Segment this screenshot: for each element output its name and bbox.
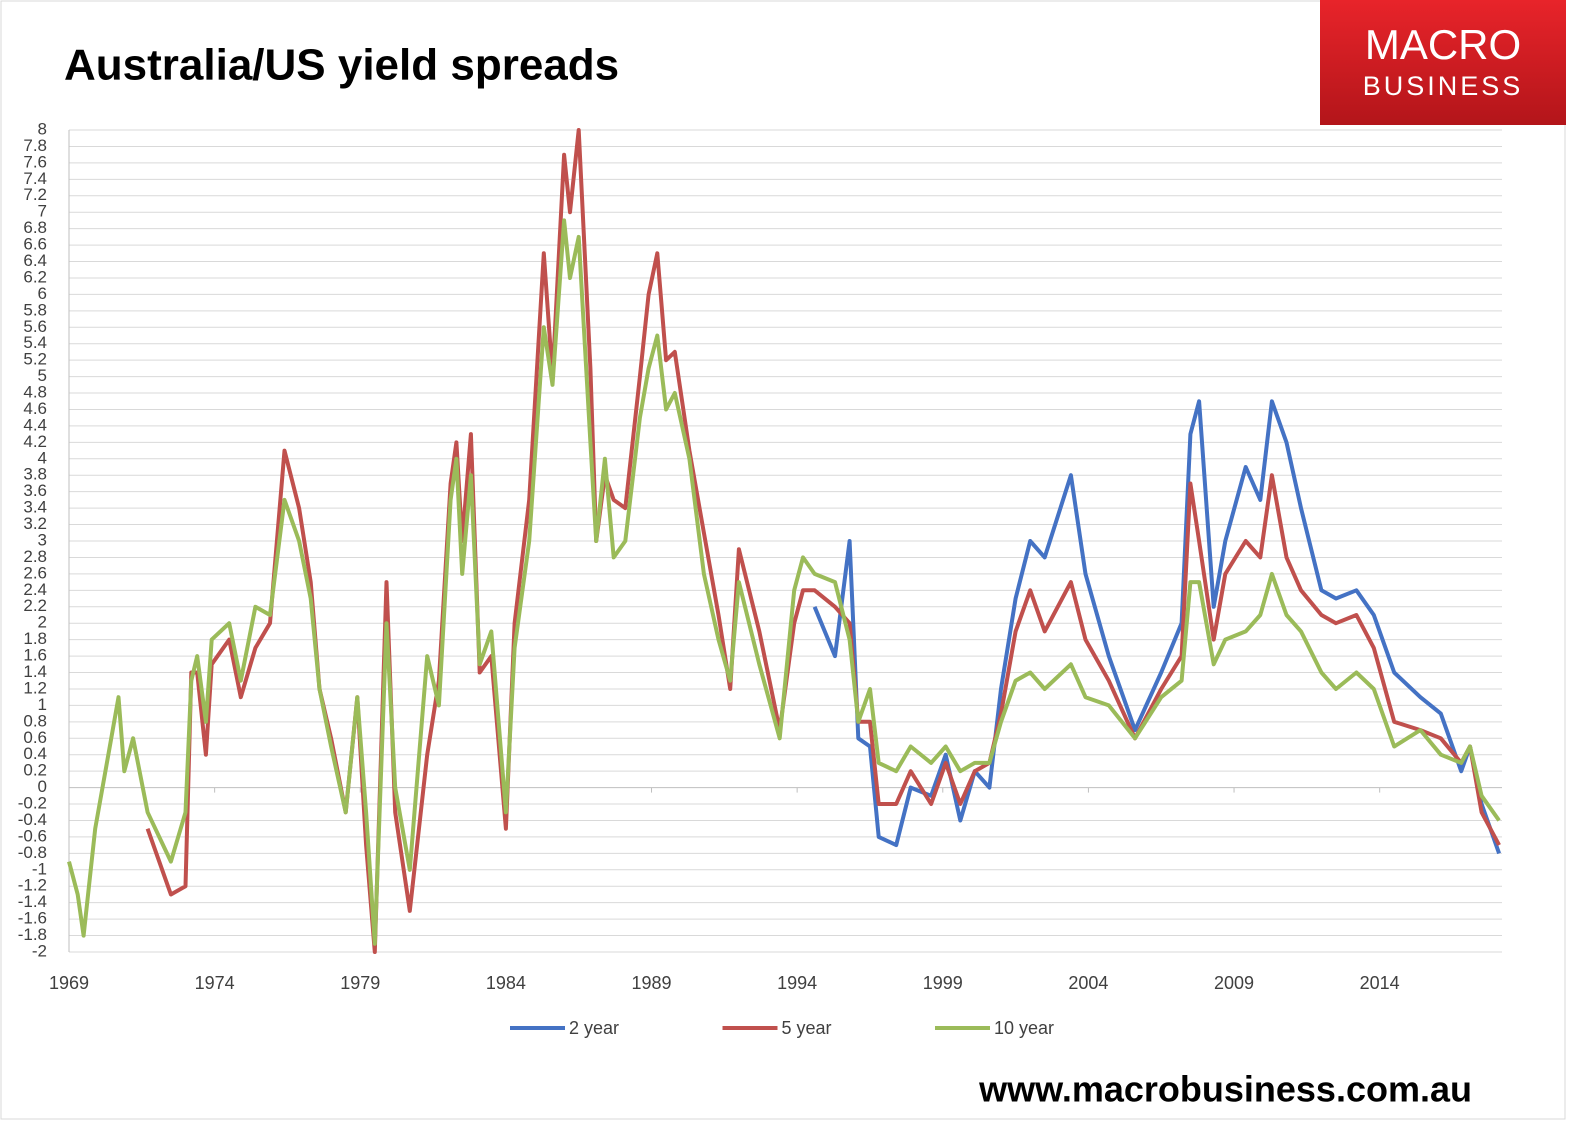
y-tick-label: -2 <box>32 941 47 960</box>
y-tick-label: 7 <box>38 202 47 221</box>
y-tick-label: 7.8 <box>23 136 47 155</box>
y-tick-label: 7.2 <box>23 185 47 204</box>
y-tick-label: 1.4 <box>23 662 47 681</box>
y-tick-label: 8 <box>38 119 47 138</box>
y-tick-label: 1 <box>38 695 47 714</box>
y-tick-label: 4.8 <box>23 383 47 402</box>
series-line <box>67 218 1501 946</box>
y-tick-label: 5.8 <box>23 300 47 319</box>
y-tick-label: 1.6 <box>23 646 47 665</box>
y-tick-label: 2.6 <box>23 563 47 582</box>
y-tick-label: 2.4 <box>23 580 47 599</box>
y-tick-label: 3.6 <box>23 481 47 500</box>
y-tick-label: -1 <box>32 859 47 878</box>
y-tick-label: 5.2 <box>23 350 47 369</box>
series-line <box>812 399 1501 855</box>
x-tick-label: 1969 <box>49 973 89 993</box>
y-tick-label: 3.4 <box>23 498 47 517</box>
y-tick-label: 7.4 <box>23 169 47 188</box>
y-tick-label: 2 <box>38 613 47 632</box>
y-tick-label: -1.2 <box>18 876 47 895</box>
logo-top: MACRO <box>1365 21 1521 68</box>
y-tick-label: 5.6 <box>23 317 47 336</box>
x-tick-label: 1974 <box>195 973 235 993</box>
y-tick-label: 6.2 <box>23 267 47 286</box>
y-tick-label: 0.6 <box>23 728 47 747</box>
y-tick-label: 5 <box>38 366 47 385</box>
legend-label: 10 year <box>994 1018 1054 1038</box>
y-tick-label: 0 <box>38 777 47 796</box>
y-tick-label: 5.4 <box>23 333 47 352</box>
y-tick-label: 3 <box>38 530 47 549</box>
y-tick-label: 4.2 <box>23 432 47 451</box>
y-tick-label: -1.6 <box>18 909 47 928</box>
x-tick-label: 1994 <box>777 973 817 993</box>
y-tick-label: -1.4 <box>18 892 47 911</box>
y-tick-label: 1.8 <box>23 629 47 648</box>
y-tick-label: 0.8 <box>23 711 47 730</box>
y-tick-label: 4 <box>38 448 47 467</box>
website: www.macrobusiness.com.au <box>978 1069 1472 1110</box>
legend-label: 5 year <box>782 1018 832 1038</box>
y-tick-label: 2.2 <box>23 596 47 615</box>
y-tick-label: -0.6 <box>18 826 47 845</box>
y-tick-label: 6 <box>38 284 47 303</box>
x-tick-label: 1984 <box>486 973 526 993</box>
y-tick-label: 3.2 <box>23 514 47 533</box>
y-tick-label: -0.4 <box>18 810 47 829</box>
y-tick-label: 1.2 <box>23 678 47 697</box>
y-tick-label: 6.6 <box>23 235 47 254</box>
legend-label: 2 year <box>569 1018 619 1038</box>
y-tick-label: 2.8 <box>23 547 47 566</box>
y-tick-label: 4.4 <box>23 415 47 434</box>
x-tick-label: 2009 <box>1214 973 1254 993</box>
y-tick-label: 7.6 <box>23 152 47 171</box>
x-tick-label: 1979 <box>340 973 380 993</box>
y-tick-label: -0.2 <box>18 794 47 813</box>
y-tick-label: 6.8 <box>23 218 47 237</box>
y-tick-label: -1.8 <box>18 925 47 944</box>
y-tick-label: 4.6 <box>23 399 47 418</box>
frame <box>0 0 1566 1120</box>
y-tick-label: 6.4 <box>23 251 47 270</box>
y-tick-label: 3.8 <box>23 465 47 484</box>
x-tick-label: 2004 <box>1068 973 1108 993</box>
chart-title: Australia/US yield spreads <box>64 41 619 90</box>
x-tick-label: 2014 <box>1360 973 1400 993</box>
y-tick-label: -0.8 <box>18 843 47 862</box>
logo <box>1320 0 1566 125</box>
y-tick-label: 0.2 <box>23 761 47 780</box>
logo-bottom: BUSINESS <box>1363 71 1524 101</box>
x-tick-label: 1999 <box>923 973 963 993</box>
x-tick-label: 1989 <box>631 973 671 993</box>
y-tick-label: 0.4 <box>23 744 47 763</box>
